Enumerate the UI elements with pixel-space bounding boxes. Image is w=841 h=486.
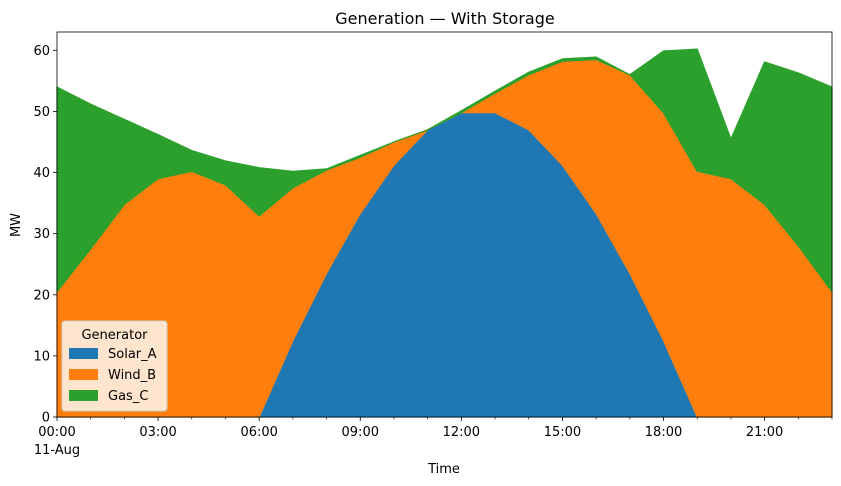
legend-label-gas-c: Gas_C [108,389,148,404]
x-tick-label: 09:00 [342,425,379,440]
y-tick-label: 30 [33,227,50,242]
x-tick-label: 18:00 [645,425,682,440]
x-tick-label: 06:00 [240,425,277,440]
legend-box [61,320,168,412]
x-tick-label: 12:00 [443,425,480,440]
chart-title: Generation — With Storage [335,9,554,28]
legend-swatch-gas-c [69,390,98,401]
plot-frame [56,31,833,418]
y-tick-label: 10 [33,349,50,364]
y-axis: 0 10 20 30 40 50 60 [33,44,57,426]
x-tick-label: 15:00 [544,425,581,440]
x-tick-label: 00:00 [38,425,75,440]
x-tick-label: 03:00 [139,425,176,440]
y-tick-label: 40 [33,166,50,181]
x-axis: 00:00 11-Aug 03:00 06:00 09:00 12:00 15:00 18:0… [34,417,833,458]
legend-swatch-solar-a [69,348,98,359]
x-axis-label: Time [427,462,460,477]
legend-label-wind-b: Wind_B [108,368,156,383]
area-layer [56,48,833,418]
legend-swatch-wind-b [69,369,98,380]
x-tick-label: 21:00 [746,425,783,440]
y-tick-label: 20 [33,288,50,303]
x-tick-date-label: 11-Aug [34,443,80,458]
legend: Generator Solar_A Wind_B Gas_C [61,320,168,412]
legend-title: Generator [81,328,148,343]
y-tick-label: 60 [33,44,50,59]
y-axis-label: MW [9,213,24,237]
y-tick-label: 0 [42,411,50,426]
legend-label-solar-a: Solar_A [108,347,157,362]
y-tick-label: 50 [33,105,50,120]
